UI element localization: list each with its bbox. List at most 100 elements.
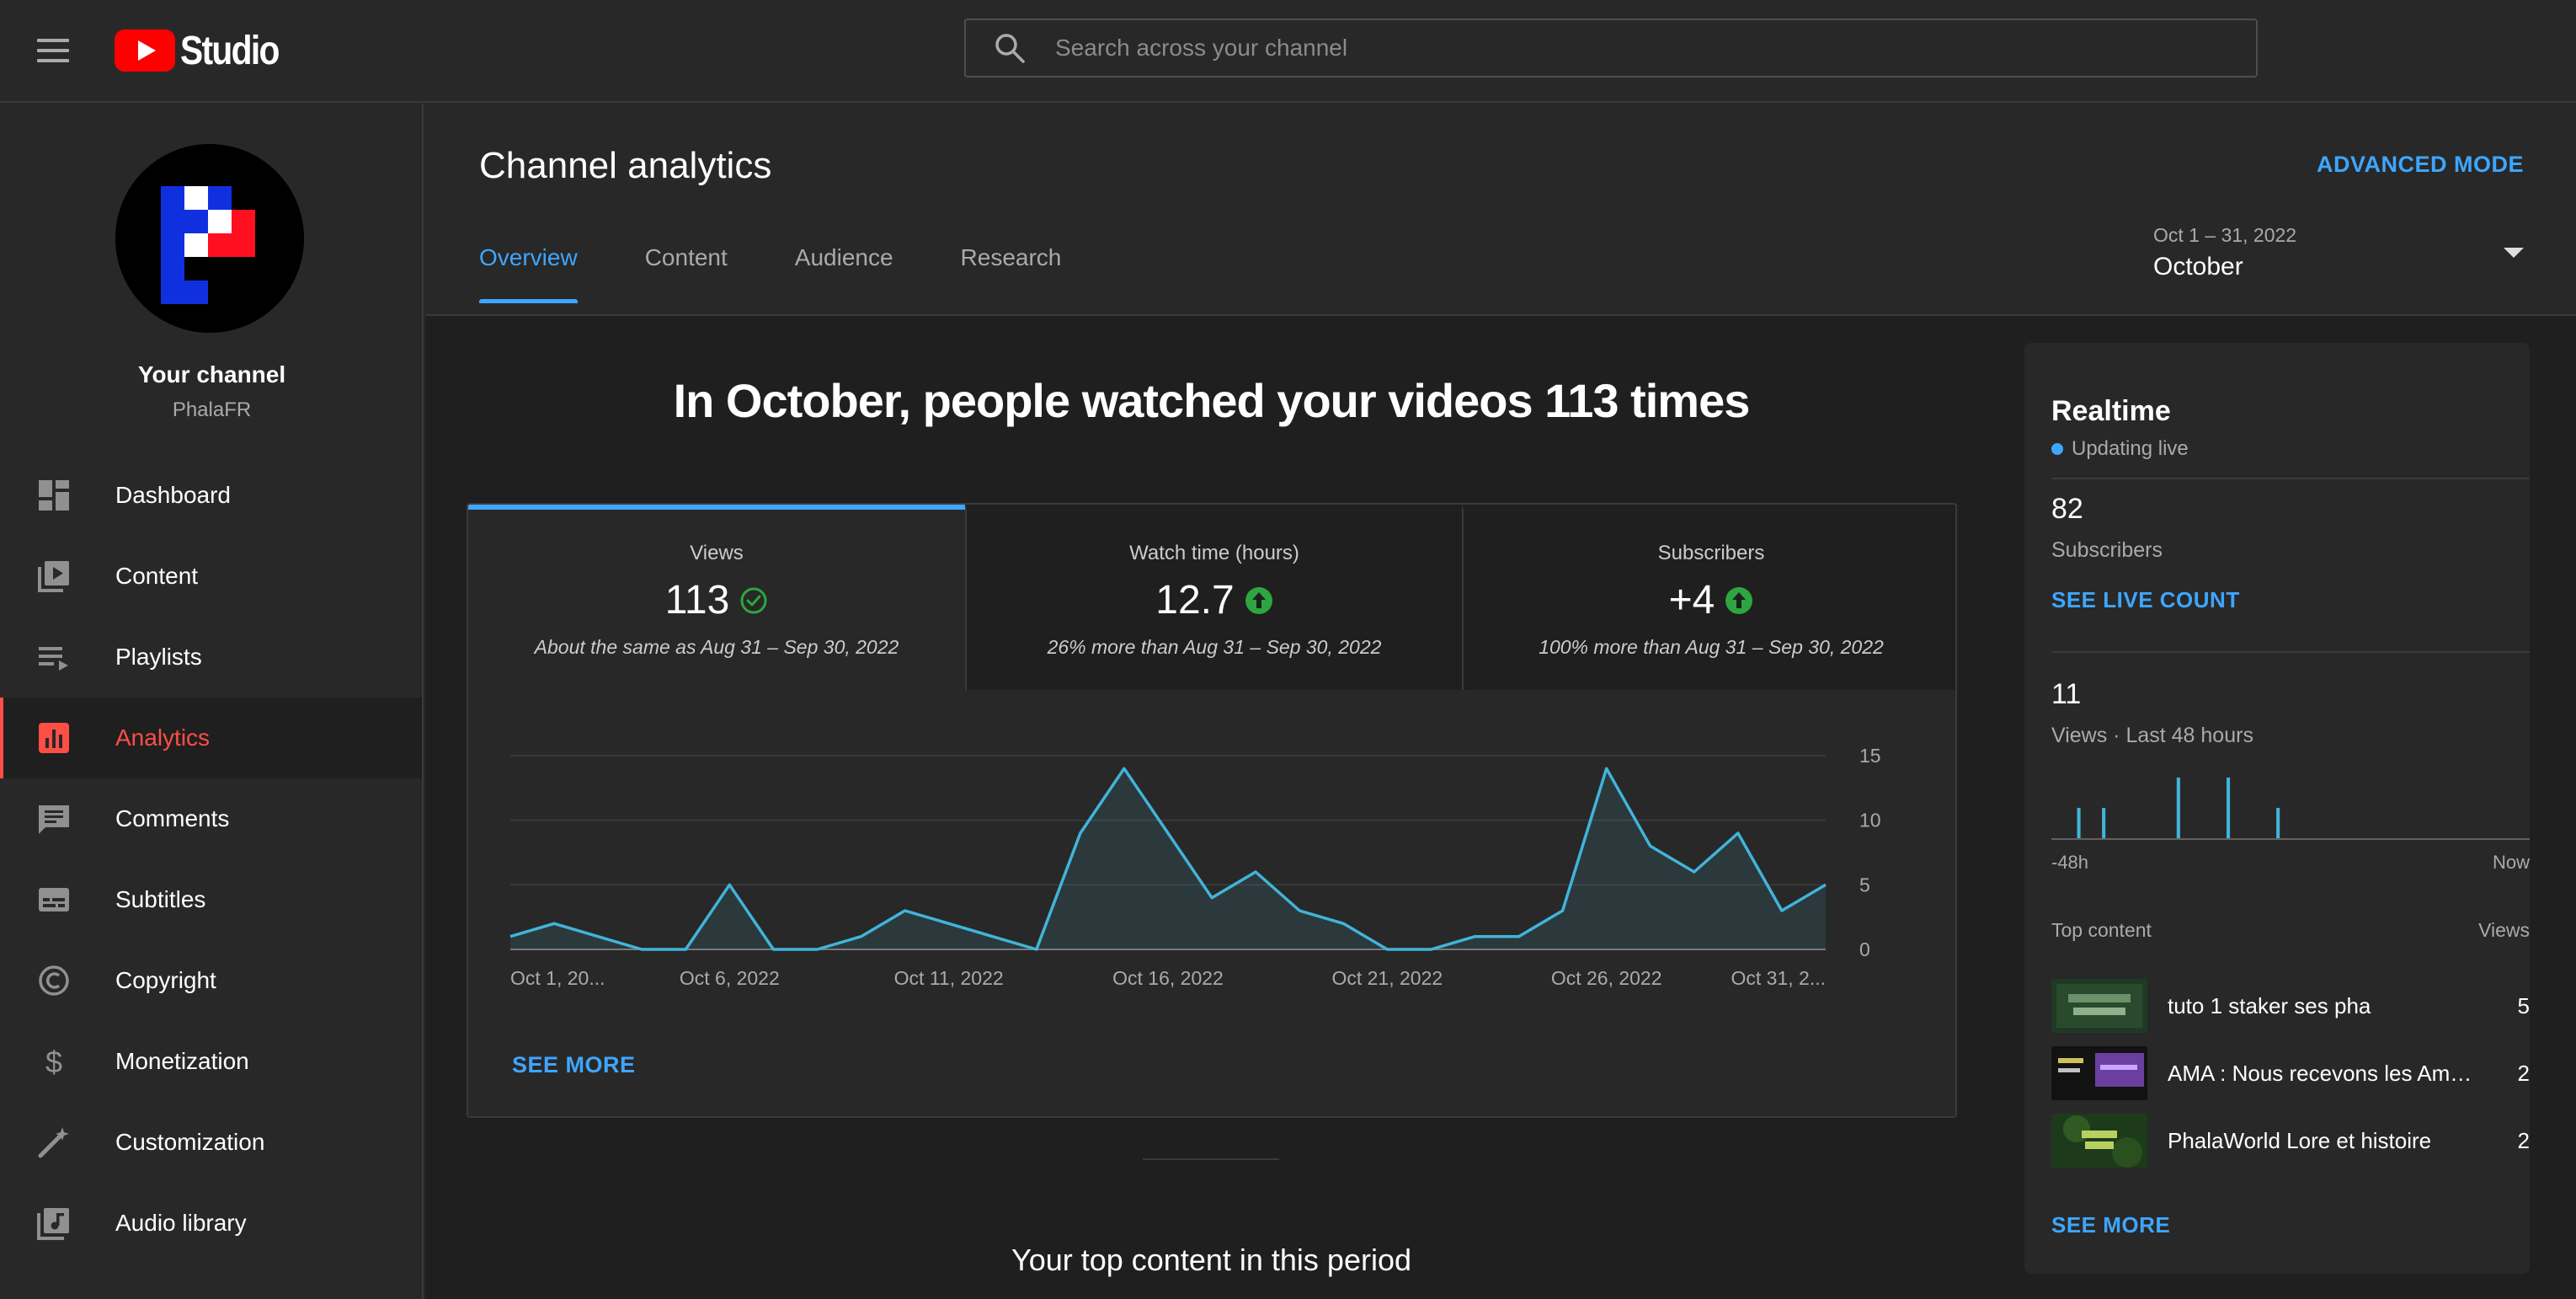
top-bar: Studio (0, 0, 2576, 103)
arrow-up-circle-icon (1725, 586, 1753, 614)
tab-audience[interactable]: Audience (794, 244, 893, 270)
comments-icon (35, 800, 72, 837)
youtube-logo-icon (115, 29, 175, 72)
metric-value: 12.7 (1155, 578, 1235, 623)
top-content-row[interactable]: AMA : Nous recevons les Ambassadeurs 2 (2051, 1045, 2530, 1101)
search-icon (995, 34, 1025, 63)
advanced-mode-button[interactable]: ADVANCED MODE (2316, 152, 2524, 177)
sidebar-item-label: Playlists (115, 644, 202, 670)
metric-value-row: 12.7 (967, 577, 1462, 623)
metric-title: Subscribers (1657, 542, 1765, 564)
copyright-icon (35, 962, 72, 999)
sidebar-item-label: Analytics (115, 724, 211, 751)
metric-comparison: 100% more than Aug 31 – Sep 30, 2022 (1539, 636, 1884, 658)
top-content-label: Top content (2051, 919, 2152, 941)
sidebar-nav: Dashboard Content Playlists Analytics Co… (0, 455, 422, 1264)
metric-value: 113 (664, 578, 730, 623)
channel-avatar[interactable] (115, 144, 304, 333)
metric-tab-watch-time[interactable]: Watch time (hours) 12.7 26% more than Au… (965, 505, 1462, 690)
divider (2051, 651, 2530, 653)
top-content-views: 2 (2517, 1060, 2530, 1086)
page-title: Channel analytics (479, 145, 772, 186)
divider (2051, 478, 2530, 479)
chart-x-tick-label: Oct 16, 2022 (1112, 967, 1224, 989)
sidebar-item-analytics[interactable]: Analytics (0, 698, 422, 778)
realtime-range-start: -48h (2051, 852, 2089, 873)
video-thumbnail (2051, 1114, 2147, 1168)
menu-icon[interactable] (34, 34, 74, 67)
metric-value-row: 113 (468, 577, 965, 623)
sidebar: Your channel PhalaFR Dashboard Content P… (0, 104, 424, 1299)
chart-y-tick-label: 15 (1859, 745, 1881, 767)
chart-y-axis: 0 5 10 15 (1859, 745, 1881, 960)
realtime-see-more-button[interactable]: SEE MORE (2051, 1212, 2171, 1238)
top-content-row[interactable]: tuto 1 staker ses pha 5 (2051, 978, 2530, 1034)
sidebar-item-label: Monetization (115, 1048, 249, 1074)
sidebar-item-label: Comments (115, 805, 230, 831)
top-content-row[interactable]: PhalaWorld Lore et histoire 2 (2051, 1113, 2530, 1168)
video-thumbnail (2051, 1046, 2147, 1100)
date-range-picker[interactable]: Oct 1 – 31, 2022 October (2153, 219, 2524, 295)
realtime-bar-chart[interactable] (2051, 764, 2530, 840)
audio-library-icon (35, 1205, 72, 1242)
customization-icon (35, 1124, 72, 1161)
metric-comparison: 26% more than Aug 31 – Sep 30, 2022 (1047, 636, 1382, 658)
channel-handle: PhalaFR (172, 398, 252, 421)
svg-text:$: $ (45, 1045, 62, 1078)
content-icon (35, 558, 72, 595)
live-dot-icon (2051, 443, 2063, 455)
search-input[interactable] (1055, 35, 2150, 61)
sidebar-item-monetization[interactable]: $ Monetization (0, 1021, 422, 1102)
chart-x-tick-label: Oct 1, 20... (510, 967, 605, 989)
chart-x-tick-label: Oct 6, 2022 (680, 967, 780, 989)
metric-tab-subscribers[interactable]: Subscribers +4 100% more than Aug 31 – S… (1462, 505, 1955, 690)
chart-area-fill (510, 768, 1826, 949)
sidebar-item-audio-library[interactable]: Audio library (0, 1183, 422, 1264)
metric-tab-views[interactable]: Views 113 About the same as Aug 31 – Sep… (468, 505, 965, 690)
metric-comparison: About the same as Aug 31 – Sep 30, 2022 (534, 636, 899, 658)
chart-y-tick-label: 5 (1859, 874, 1870, 895)
see-live-count-button[interactable]: SEE LIVE COUNT (2051, 587, 2240, 612)
studio-logo[interactable]: Studio (115, 25, 296, 76)
headline: In October, people watched your videos 1… (673, 374, 1751, 427)
arrow-up-circle-icon (1245, 586, 1272, 614)
realtime-range-end: Now (2492, 852, 2530, 873)
sidebar-item-label: Audio library (115, 1210, 247, 1236)
realtime-bar (2276, 808, 2280, 838)
dashboard-icon (35, 477, 72, 514)
sidebar-item-label: Content (115, 563, 199, 589)
top-content-title: AMA : Nous recevons les Ambassadeurs (2168, 1060, 2479, 1086)
sidebar-item-label: Dashboard (115, 482, 231, 508)
sidebar-item-subtitles[interactable]: Subtitles (0, 859, 422, 940)
tab-bar: Overview Content Audience Research (479, 244, 1128, 303)
realtime-bar (2227, 778, 2231, 838)
sidebar-item-comments[interactable]: Comments (0, 778, 422, 859)
views-chart[interactable]: 0 5 10 15 Oct 1, 20... Oct 6, 2022 Oct 11, 20… (468, 692, 1957, 1029)
monetization-icon: $ (35, 1043, 72, 1080)
top-content-title: tuto 1 staker ses pha (2168, 992, 2371, 1018)
top-content-views-label: Views (2478, 919, 2530, 941)
metric-title: Watch time (hours) (1129, 542, 1299, 564)
metric-title: Views (690, 542, 744, 564)
chart-y-tick-label: 0 (1859, 938, 1870, 960)
check-circle-icon (740, 587, 767, 613)
realtime-title: Realtime (2051, 395, 2171, 427)
search-box[interactable] (964, 19, 2258, 78)
see-more-button[interactable]: SEE MORE (512, 1052, 636, 1077)
sidebar-item-content[interactable]: Content (0, 536, 422, 617)
realtime-card: Realtime Updating live 82 Subscribers SE… (2024, 343, 2530, 1274)
realtime-bar (2176, 778, 2180, 838)
realtime-live-status: Updating live (2051, 437, 2189, 461)
tab-content[interactable]: Content (644, 244, 728, 270)
tab-overview[interactable]: Overview (479, 244, 578, 303)
sidebar-item-playlists[interactable]: Playlists (0, 617, 422, 698)
playlists-icon (35, 639, 72, 676)
caret-down-icon (2504, 248, 2524, 258)
chart-y-tick-label: 10 (1859, 810, 1881, 831)
sidebar-item-customization[interactable]: Customization (0, 1102, 422, 1183)
tab-research[interactable]: Research (960, 244, 1062, 270)
metric-value-row: +4 (1464, 577, 1955, 623)
sidebar-item-dashboard[interactable]: Dashboard (0, 455, 422, 536)
top-content-heading: Your top content in this period (1011, 1243, 1411, 1277)
sidebar-item-copyright[interactable]: Copyright (0, 940, 422, 1021)
